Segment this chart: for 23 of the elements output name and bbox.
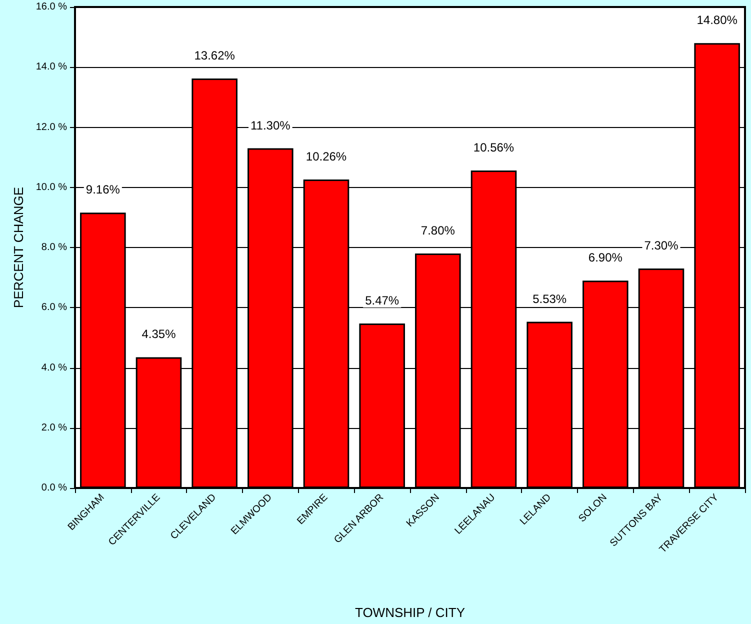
- y-tick-label: 10.0 %: [36, 182, 68, 193]
- y-tick-label: 8.0 %: [41, 242, 68, 253]
- data-label: 7.30%: [644, 238, 679, 253]
- y-tick-label: 4.0 %: [41, 362, 68, 374]
- data-label: 13.62%: [194, 48, 236, 63]
- data-label: 4.35%: [142, 327, 176, 342]
- data-label: 10.56%: [473, 140, 514, 155]
- y-tick-label: 2.0 %: [41, 422, 68, 434]
- y-tick-label: 16.0 %: [36, 2, 68, 12]
- data-label: 10.26%: [306, 150, 347, 164]
- data-label: 11.30%: [250, 118, 291, 132]
- y-tick-label: 0.0 %: [41, 482, 68, 494]
- data-label: 5.53%: [532, 292, 567, 306]
- y-tick-label: 14.0 %: [36, 62, 68, 73]
- data-label: 14.80%: [696, 13, 738, 28]
- y-axis-title: PERCENT CHANGE: [10, 186, 26, 308]
- data-label: 5.47%: [365, 294, 400, 308]
- y-tick-label: 6.0 %: [41, 302, 68, 314]
- data-label: 9.16%: [86, 182, 120, 197]
- data-label: 6.90%: [588, 250, 623, 265]
- data-label: 7.80%: [420, 224, 456, 238]
- x-axis-title: TOWNSHIP / CITY: [354, 605, 466, 620]
- y-tick-label: 12.0 %: [36, 122, 68, 133]
